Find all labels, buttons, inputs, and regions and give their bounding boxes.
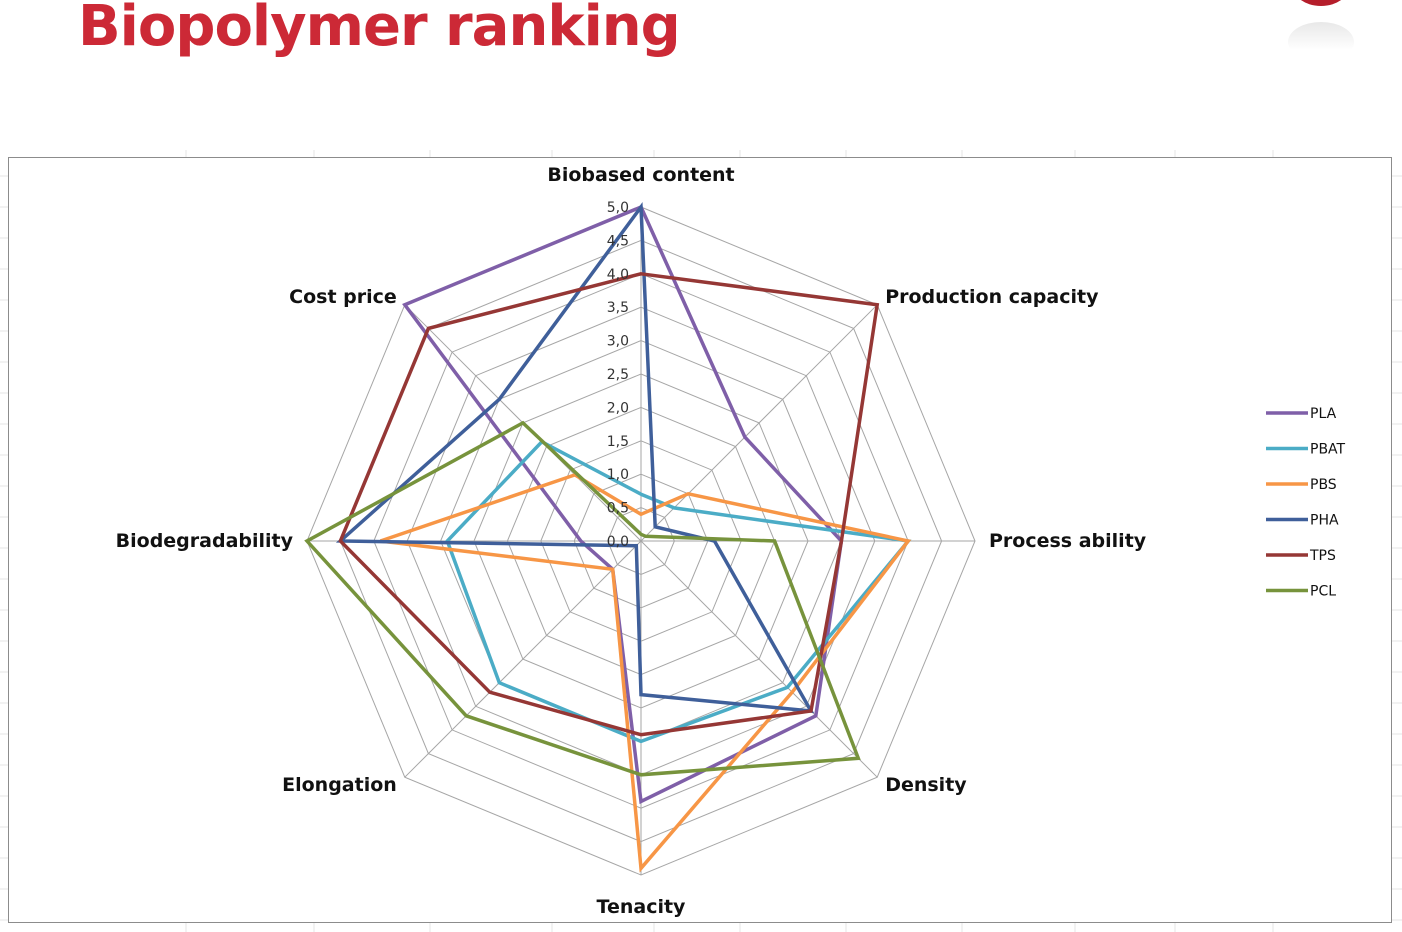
series-line-tps bbox=[338, 272, 880, 737]
tick-label: 0,5 bbox=[607, 501, 629, 517]
radar-chart: 0,0 0,5 1,0 1,5 2,0 2,5 3,0 3,5 4,0 4,5 5,0 Biobase… bbox=[116, 164, 1346, 918]
axis-label-production-capacity: Production capacity bbox=[885, 286, 1099, 308]
tick-label: 2,5 bbox=[607, 367, 629, 383]
axis-label-biobased-content: Biobased content bbox=[547, 164, 734, 186]
axis-label-cost-price: Cost price bbox=[289, 286, 397, 308]
series-line-pbat bbox=[445, 439, 912, 744]
legend-label-pbat: PBAT bbox=[1310, 442, 1346, 458]
tick-label: 0,0 bbox=[607, 534, 629, 550]
axis-label-elongation: Elongation bbox=[282, 774, 397, 796]
legend-label-pla: PLA bbox=[1310, 406, 1337, 422]
logo-icon bbox=[1290, 0, 1352, 6]
legend-label-pbs: PBS bbox=[1310, 477, 1337, 493]
legend-label-pha: PHA bbox=[1310, 513, 1339, 529]
tick-label: 1,0 bbox=[607, 467, 629, 483]
radar-axis-line bbox=[404, 540, 642, 778]
chart-area: 0,0 0,5 1,0 1,5 2,0 2,5 3,0 3,5 4,0 4,5 5,0 Biobase… bbox=[8, 157, 1392, 923]
tick-label: 3,5 bbox=[607, 300, 629, 316]
series-line-pcl bbox=[304, 420, 861, 777]
tick-label: 5,0 bbox=[607, 200, 629, 216]
tick-label: 4,0 bbox=[607, 267, 629, 283]
series-line-pbs bbox=[379, 472, 912, 873]
logo-shadow-icon bbox=[1288, 22, 1354, 62]
radar-axis-line bbox=[640, 304, 878, 542]
axis-label-process-ability: Process ability bbox=[989, 530, 1147, 552]
slide-title: Biopolymer ranking bbox=[78, 0, 681, 59]
series-line-pla bbox=[402, 204, 844, 805]
axis-label-density: Density bbox=[885, 774, 967, 796]
series-line-pha bbox=[335, 201, 815, 714]
legend-label-tps: TPS bbox=[1309, 548, 1336, 564]
axis-label-tenacity: Tenacity bbox=[597, 896, 687, 918]
tick-label: 3,0 bbox=[607, 334, 629, 350]
legend-label-pcl: PCL bbox=[1310, 584, 1336, 600]
tick-label: 2,0 bbox=[607, 400, 629, 416]
tick-label: 1,5 bbox=[607, 434, 629, 450]
tick-label: 4,5 bbox=[607, 233, 629, 249]
axis-label-biodegradability: Biodegradability bbox=[116, 530, 294, 552]
radar-axis-line bbox=[640, 540, 878, 778]
